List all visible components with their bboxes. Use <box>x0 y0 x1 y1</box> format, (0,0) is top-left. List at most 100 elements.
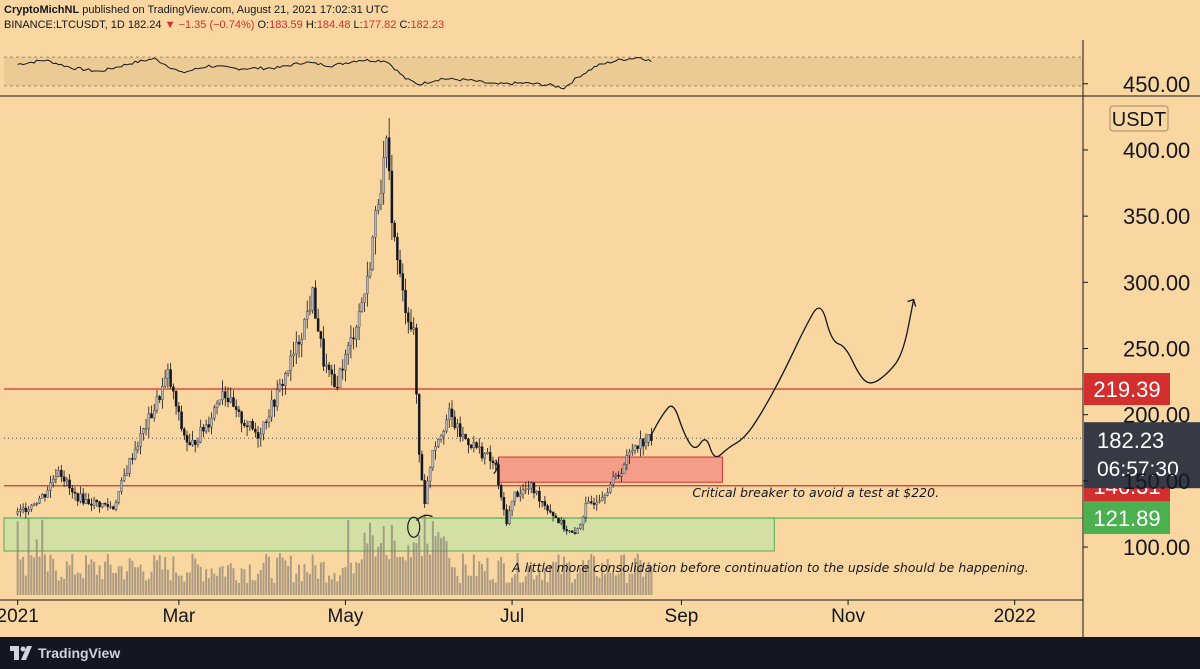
candle-body <box>341 368 344 371</box>
price-change: −1.35 (−0.74%) <box>178 19 255 31</box>
bar-countdown: 06:57:30 <box>1097 458 1179 481</box>
candle-body <box>382 157 385 194</box>
candle-body <box>450 408 454 418</box>
close-value: 182.23 <box>410 19 445 31</box>
candle-body <box>633 445 637 451</box>
volume-bar <box>153 555 156 595</box>
price-axis[interactable]: 100.00 150.00 200.00 250.00 300.00 350.00 400.… <box>1082 40 1190 637</box>
x-tick-label: 2021 <box>0 606 39 627</box>
candle-body <box>428 467 432 482</box>
candle-body <box>240 411 243 424</box>
projection-drawing <box>407 298 917 538</box>
candle-body <box>65 479 69 482</box>
volume-bar <box>257 573 260 595</box>
author-name[interactable]: CryptoMichNL <box>4 4 80 16</box>
volume-bar <box>456 575 459 595</box>
volume-bar <box>527 566 530 595</box>
volume-bar <box>35 539 38 595</box>
candle-body <box>423 480 426 504</box>
volume-bar <box>155 560 158 595</box>
ohlc-line: BINANCE:LTCUSDT, 1D 182.24 ▼ −1.35 (−0.7… <box>4 19 444 31</box>
candle-body <box>139 433 142 447</box>
volume-bar <box>120 565 123 595</box>
candle-body <box>641 438 645 447</box>
volume-bar <box>470 575 473 595</box>
high-label: H: <box>305 19 317 31</box>
candle-body <box>24 507 28 513</box>
symbol-label[interactable]: BINANCE:LTCUSDT, 1D <box>4 19 125 31</box>
candle-body <box>376 204 380 211</box>
candle-body <box>584 503 588 518</box>
candle-body <box>475 442 478 448</box>
volume-bar <box>576 573 579 595</box>
volume-bar <box>393 540 396 595</box>
candle-body <box>245 425 249 427</box>
candle-body <box>592 502 596 505</box>
candle-body <box>385 137 388 158</box>
candle-body <box>98 501 101 508</box>
volume-bar <box>98 565 101 595</box>
volume-bar <box>631 573 634 595</box>
candle-body <box>625 455 629 465</box>
candle-body <box>461 434 465 437</box>
open-label: O: <box>257 19 270 31</box>
volume-bar <box>22 556 25 595</box>
candle-body <box>68 479 71 489</box>
volume-bar <box>404 560 407 595</box>
candle-body <box>404 290 407 313</box>
volume-bar <box>224 576 227 595</box>
resistance-price-tag[interactable] <box>1084 373 1170 406</box>
volume-bar <box>628 573 631 595</box>
candle-body <box>210 417 213 428</box>
volume-bar <box>557 554 560 595</box>
candle-body <box>251 421 254 430</box>
volume-bar <box>54 570 57 595</box>
current-price-tag[interactable] <box>1084 422 1200 489</box>
candle-body <box>54 476 58 480</box>
volume-bar <box>338 575 341 595</box>
candle-body <box>374 210 377 238</box>
volume-bar <box>407 545 410 595</box>
volume-bar <box>306 571 309 595</box>
volume-bar <box>24 575 27 595</box>
candle-body <box>505 509 508 525</box>
volume-bar <box>114 572 117 595</box>
candle-body <box>442 431 446 437</box>
candle-body <box>549 510 552 513</box>
volume-bar <box>410 557 413 595</box>
volume-bar <box>199 566 202 595</box>
volume-bar <box>177 575 180 595</box>
volume-bar <box>568 561 571 595</box>
tradingview-logo[interactable]: TradingView <box>10 645 120 661</box>
candle-body <box>336 386 339 389</box>
volume-bar <box>571 582 574 595</box>
volume-bar <box>379 542 382 595</box>
volume-bar <box>481 563 484 595</box>
volume-bar <box>434 536 437 595</box>
candle-body <box>150 413 153 419</box>
volume-bar <box>71 554 74 595</box>
y-tick-label: 400.00 <box>1123 138 1190 163</box>
sweep-arrow-mark <box>416 514 433 522</box>
volume-bar <box>349 562 352 595</box>
candle-body <box>546 505 549 511</box>
volume-bar <box>524 576 527 595</box>
support-price-tag[interactable] <box>1084 502 1170 535</box>
volume-bar <box>213 573 216 595</box>
time-axis[interactable]: 2021 Mar May Jul Sep Nov 2022 <box>0 599 1083 627</box>
candle-body <box>581 517 585 525</box>
volume-bar <box>612 571 615 595</box>
rsi-pane <box>0 56 1200 97</box>
chart-annotation: Critical breaker to avoid a test at $220… <box>692 485 939 500</box>
candle-body <box>636 445 639 449</box>
candle-body <box>281 383 284 386</box>
volume-bar <box>374 556 377 595</box>
candle-body <box>393 222 396 238</box>
candle-body <box>510 500 514 511</box>
volume-bar <box>429 554 432 595</box>
volume-bar <box>188 572 191 595</box>
volume-bar <box>590 553 593 595</box>
volume-bar <box>136 567 139 595</box>
candle-body <box>267 416 271 423</box>
